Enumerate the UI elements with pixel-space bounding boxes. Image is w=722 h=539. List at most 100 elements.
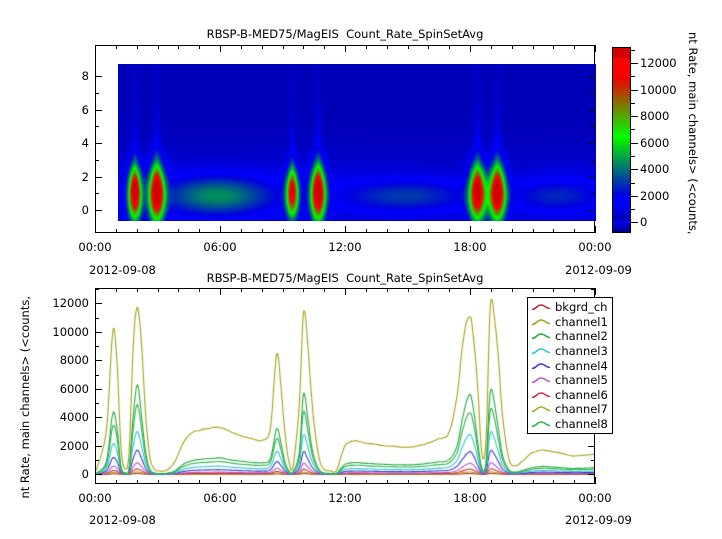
lineplot-x-tick [220, 288, 221, 295]
spectrogram-x-tick [491, 45, 492, 49]
legend-line-swatch [531, 419, 551, 429]
spectrogram-y-tick [95, 93, 99, 94]
legend-line-swatch [531, 375, 551, 385]
lineplot-x-tick [95, 288, 96, 295]
spectrogram-x-tick [428, 229, 429, 233]
spectrogram-x-tick [387, 45, 388, 49]
spectrogram-image [118, 64, 596, 221]
colorbar-ticklabel: 2000 [640, 189, 670, 203]
legend-item-channel8[interactable]: channel8 [531, 417, 608, 432]
spectrogram-x-tick [553, 229, 554, 233]
spectrogram-y-tick [588, 76, 595, 77]
lineplot-y-ticklabel: 12000 [52, 296, 89, 310]
legend-item-label: channel3 [555, 344, 608, 359]
lineplot-y-tick [95, 303, 102, 304]
legend-item-channel2[interactable]: channel2 [531, 329, 608, 344]
spectrogram-x-tick [533, 229, 534, 233]
spectrogram-y-tick [95, 160, 99, 161]
lineplot-y-ticklabel: 0 [81, 467, 89, 481]
colorbar-tick [631, 63, 638, 64]
legend-item-label: bkgrd_ch [555, 300, 608, 315]
lineplot-x-ticklabel: 06:00 [203, 491, 237, 505]
lineplot-y-tick [95, 332, 102, 333]
colorbar-ticklabel: 4000 [640, 162, 670, 176]
lineplot-y-tick [95, 375, 99, 376]
bottom-panel-title: RBSP-B-MED75/MagEIS Count_Rate_SpinSetAv… [206, 271, 484, 285]
spectrogram-y-ticklabel: 4 [81, 136, 89, 150]
lineplot-x-tick [303, 480, 304, 484]
spectrogram-x-tick [366, 229, 367, 233]
lineplot-x-tick [428, 480, 429, 484]
lineplot-x-tick [345, 288, 346, 295]
lineplot-x-tick [199, 288, 200, 292]
lineplot-x-tick [241, 480, 242, 484]
lineplot-y-ticklabel: 8000 [59, 353, 89, 367]
spectrogram-x-tick [449, 45, 450, 49]
top-panel-title: RBSP-B-MED75/MagEIS Count_Rate_SpinSetAv… [206, 27, 484, 41]
colorbar-tick [631, 50, 635, 51]
lineplot-x-tick [533, 288, 534, 292]
spectrogram-x-tick [220, 226, 221, 233]
lineplot-y-tick [95, 460, 99, 461]
lineplot-x-tick [366, 480, 367, 484]
lineplot-y-tick [591, 460, 595, 461]
legend-item-label: channel8 [555, 417, 608, 432]
legend-item-label: channel2 [555, 329, 608, 344]
lineplot-y-tick [95, 360, 102, 361]
legend-item-bkgrd-ch[interactable]: bkgrd_ch [531, 300, 608, 315]
lineplot-x-tick [345, 477, 346, 484]
lineplot-y-tick [95, 346, 99, 347]
spectrogram-x-tick [595, 45, 596, 52]
lineplot-x-tick [95, 477, 96, 484]
lineplot-x-tick [387, 480, 388, 484]
spectrogram-start-date: 2012-09-08 [89, 263, 156, 277]
lineplot-x-tick [366, 288, 367, 292]
spectrogram-y-tick [588, 110, 595, 111]
spectrogram-x-tick [241, 45, 242, 49]
lineplot-x-tick [470, 288, 471, 295]
spectrogram-x-tick [178, 45, 179, 49]
spectrogram-x-tick [158, 229, 159, 233]
lineplot-x-tick [512, 480, 513, 484]
lineplot-x-tick [428, 288, 429, 292]
spectrogram-x-ticklabel: 18:00 [453, 240, 487, 254]
colorbar-tick [631, 156, 635, 157]
lineplot-x-ticklabel: 00:00 [578, 491, 612, 505]
colorbar-tick [631, 169, 638, 170]
spectrogram-x-ticklabel: 00:00 [578, 240, 612, 254]
legend-item-channel7[interactable]: channel7 [531, 402, 608, 417]
lineplot-x-tick [574, 480, 575, 484]
spectrogram-x-tick [408, 45, 409, 49]
lineplot-y-tick [95, 289, 99, 290]
lineplot-x-tick [324, 480, 325, 484]
colorbar-tick [631, 116, 638, 117]
legend-item-channel1[interactable]: channel1 [531, 315, 608, 330]
spectrogram-y-tick [591, 160, 595, 161]
legend-item-label: channel4 [555, 358, 608, 373]
spectrogram-x-tick [303, 229, 304, 233]
colorbar-tick [631, 103, 635, 104]
lineplot-x-tick [199, 480, 200, 484]
spectrogram-x-tick [241, 229, 242, 233]
legend-item-label: channel6 [555, 387, 608, 402]
legend-item-channel4[interactable]: channel4 [531, 358, 608, 373]
spectrogram-x-tick [428, 45, 429, 49]
lineplot-x-tick [553, 288, 554, 292]
spectrogram-x-tick [387, 229, 388, 233]
legend-item-channel6[interactable]: channel6 [531, 388, 608, 403]
lineplot-x-tick [491, 480, 492, 484]
colorbar-axis-label: nt Rate, main channels> (<counts, [686, 32, 700, 235]
colorbar-ticklabel: 8000 [640, 109, 670, 123]
lineplot-x-tick [470, 477, 471, 484]
legend-item-channel3[interactable]: channel3 [531, 344, 608, 359]
spectrogram-x-tick [324, 229, 325, 233]
lineplot-x-tick [303, 288, 304, 292]
legend-item-channel5[interactable]: channel5 [531, 373, 608, 388]
lineplot-x-tick [116, 288, 117, 292]
colorbar-tick [631, 209, 635, 210]
spectrogram-x-tick [137, 45, 138, 49]
spectrogram-x-tick [262, 229, 263, 233]
lineplot-traces [96, 289, 594, 483]
colorbar-frame [612, 47, 631, 233]
